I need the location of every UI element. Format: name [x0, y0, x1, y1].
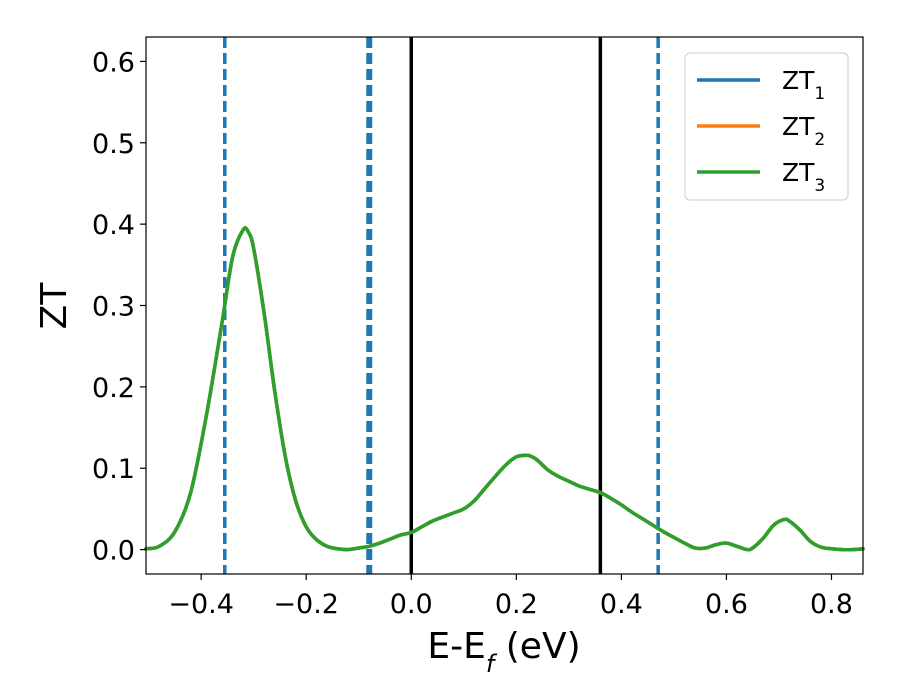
vertical-lines [223, 37, 660, 574]
x-axis-label: E-Ef (eV) [427, 626, 580, 678]
legend: ZT1 ZT2 ZT3 [684, 52, 849, 201]
y-tick-label: 0.4 [92, 210, 135, 241]
x-tick-label: −0.4 [168, 589, 234, 620]
x-tick-label: 0.4 [600, 589, 643, 620]
legend-box [684, 52, 849, 201]
series-line-zt2 [144, 226, 865, 552]
legend-label-zt3: ZT3 [782, 158, 825, 196]
y-axis-label: ZT [34, 282, 75, 330]
y-tick-label: 0.2 [92, 373, 135, 404]
x-tick-label: 0.0 [390, 589, 433, 620]
y-tick-label: 0.0 [92, 536, 135, 567]
x-axis-ticks: −0.4 −0.2 0.0 0.2 0.4 0.6 0.8 [168, 574, 853, 620]
series-lines [144, 226, 865, 552]
legend-label-zt1: ZT1 [782, 66, 825, 104]
y-tick-label: 0.1 [92, 454, 135, 485]
y-tick-label: 0.5 [92, 129, 135, 160]
y-tick-label: 0.3 [92, 292, 135, 323]
x-tick-label: −0.2 [273, 589, 339, 620]
legend-label-zt2: ZT2 [782, 112, 825, 150]
y-axis-ticks: 0.0 0.1 0.2 0.3 0.4 0.5 0.6 [92, 47, 146, 567]
x-tick-label: 0.6 [705, 589, 748, 620]
series-line-zt3 [144, 226, 865, 552]
x-tick-label: 0.2 [495, 589, 538, 620]
x-tick-label: 0.8 [810, 589, 853, 620]
series-line-zt1 [144, 226, 865, 552]
y-tick-label: 0.6 [92, 47, 135, 78]
